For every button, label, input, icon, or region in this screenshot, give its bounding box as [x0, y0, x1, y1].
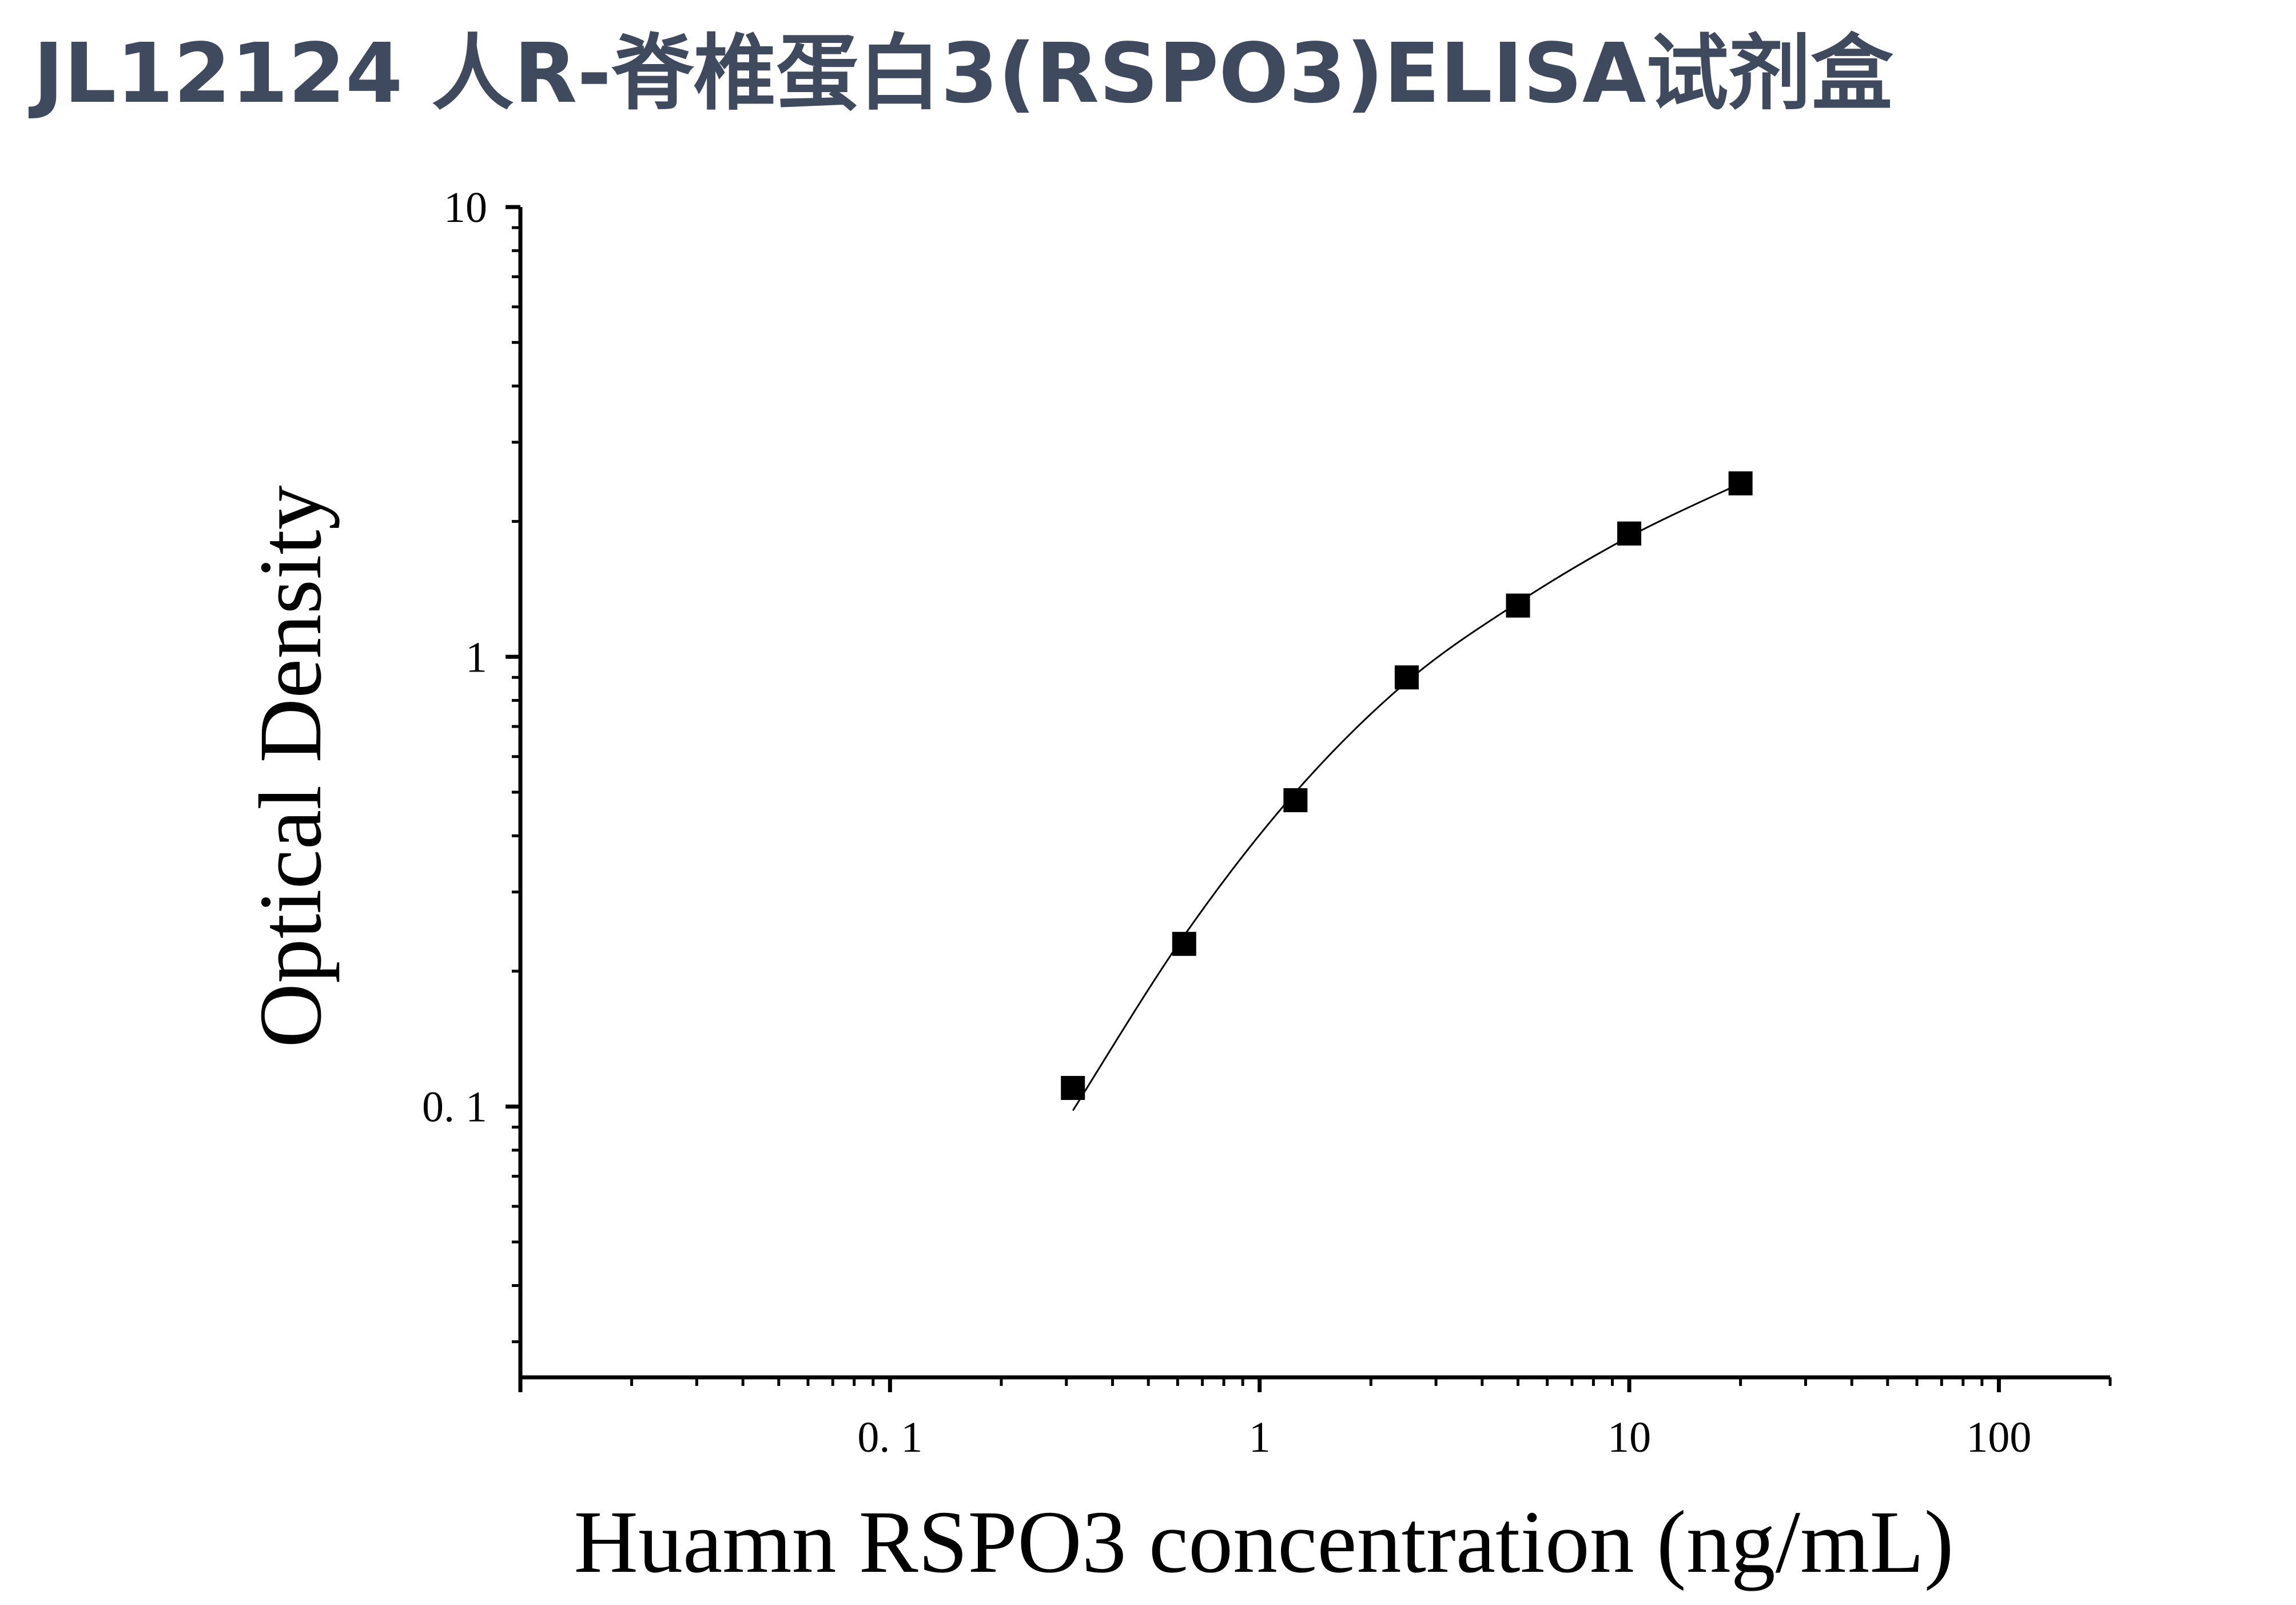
page-title: JL12124 人R-脊椎蛋白3(RSPO3)ELISA试剂盒	[33, 25, 1893, 121]
x-axis-title: Huamn RSPO3 concentration (ng/mL)	[574, 1492, 1953, 1591]
x-tick-label: 1	[1249, 1413, 1271, 1461]
data-point	[1283, 788, 1308, 812]
data-point	[1617, 521, 1642, 546]
axes: 0. 1 1 10 100 0. 1 1 10	[422, 184, 2112, 1461]
y-axis-title: Optical Density	[241, 485, 340, 1047]
x-tick-label: 10	[1607, 1413, 1651, 1461]
fit-curve-line	[1072, 482, 1741, 1111]
data-point	[1506, 593, 1530, 618]
fit-curve-group	[1072, 482, 1741, 1111]
y-tick-label: 0. 1	[422, 1083, 487, 1131]
data-point	[1394, 665, 1419, 690]
data-point	[1728, 471, 1753, 496]
x-tick-label: 0. 1	[857, 1413, 922, 1461]
y-tick-label: 10	[444, 184, 487, 232]
data-point	[1172, 932, 1196, 956]
y-tick-label: 1	[465, 633, 487, 681]
data-point	[1061, 1076, 1085, 1101]
x-tick-label: 100	[1966, 1413, 2031, 1461]
data-points	[1061, 471, 1753, 1101]
